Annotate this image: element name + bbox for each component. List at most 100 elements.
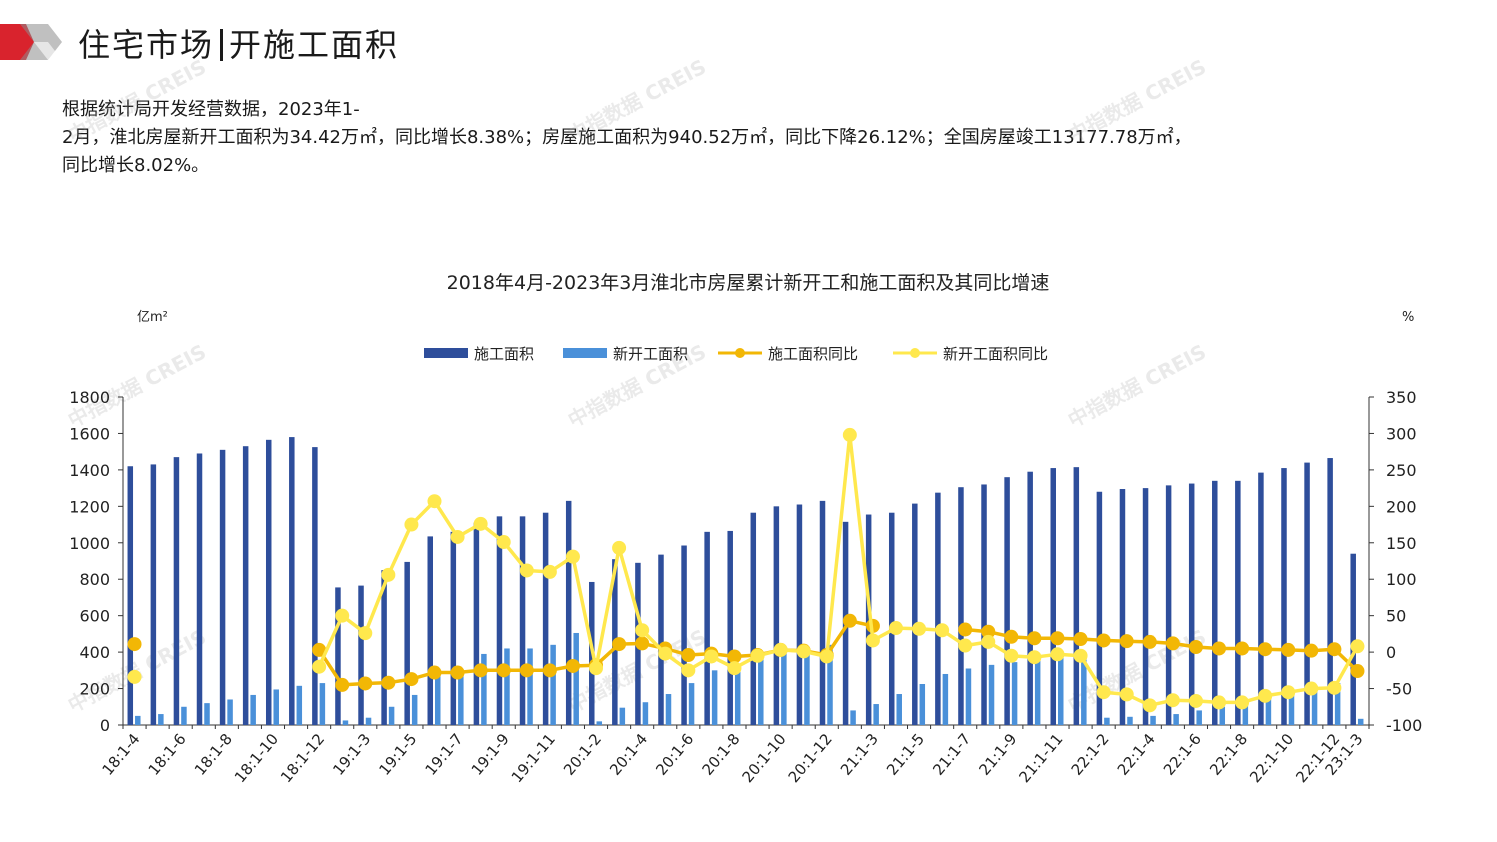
y-left-tick-label: 1400 <box>69 461 110 480</box>
y-left-tick-label: 1600 <box>69 424 110 443</box>
bar-construction <box>1073 467 1080 725</box>
bar-new-start <box>1219 706 1226 725</box>
construction-yoy-point <box>1165 636 1180 651</box>
bar-new-start <box>1357 718 1364 725</box>
bar-new-start <box>1081 653 1087 725</box>
bar-construction <box>727 530 733 725</box>
bar-new-start <box>873 704 879 725</box>
bar-construction <box>450 531 457 725</box>
construction-yoy-point <box>312 642 327 657</box>
construction-yoy-point <box>496 663 511 678</box>
bar-new-start <box>319 683 326 725</box>
bar-construction <box>219 449 226 725</box>
bar-new-start <box>1288 689 1295 725</box>
new-start-yoy-point <box>819 649 834 664</box>
bar-new-start <box>827 644 833 725</box>
construction-yoy-point <box>1304 643 1319 658</box>
legend-swatch-0 <box>424 348 468 358</box>
bar-new-start <box>550 644 556 725</box>
construction-yoy-point <box>1119 634 1134 649</box>
new-start-yoy-point <box>1050 647 1065 662</box>
page-title: 住宅市场 开施工面积 <box>78 20 399 66</box>
bar-construction <box>888 512 895 725</box>
brand-logo-icon <box>0 24 62 60</box>
bar-construction <box>1142 488 1149 725</box>
bar-construction <box>658 554 664 725</box>
y-right-tick-label: -50 <box>1386 680 1412 699</box>
new-start-yoy-point <box>589 661 604 676</box>
bar-construction <box>1327 458 1333 725</box>
bar-construction <box>1304 462 1310 725</box>
y-left-tick-label: 600 <box>79 607 110 626</box>
bar-construction <box>981 484 987 725</box>
new-start-yoy-point <box>1119 687 1134 702</box>
x-tick-label: 22:1-6 <box>1160 730 1205 779</box>
x-tick-label: 19:1-11 <box>508 730 559 786</box>
bar-construction <box>335 587 341 725</box>
construction-yoy-point <box>473 663 488 678</box>
new-start-yoy-point <box>704 649 719 664</box>
y-right-tick-label: 50 <box>1386 607 1406 626</box>
bar-construction <box>150 464 157 725</box>
y-right-tick-label: 150 <box>1386 534 1417 553</box>
new-start-yoy-point <box>565 549 580 564</box>
new-start-yoy-point <box>519 563 534 578</box>
x-tick-label: 20:1-2 <box>560 730 605 779</box>
bar-construction <box>265 439 272 725</box>
x-tick-label: 21:1-5 <box>883 730 928 779</box>
construction-yoy-point <box>612 637 627 652</box>
bar-new-start <box>1104 717 1110 725</box>
new-start-yoy-point <box>1235 695 1250 710</box>
construction-yoy-point <box>335 677 350 692</box>
new-start-yoy-point <box>842 427 857 442</box>
x-tick-label: 19:1-7 <box>422 730 467 779</box>
legend-label-3: 新开工面积同比 <box>943 345 1048 363</box>
y-left-tick-label: 400 <box>79 643 110 662</box>
new-start-yoy-point <box>1004 648 1019 663</box>
y-left-tick-label: 1200 <box>69 497 110 516</box>
x-tick-label: 20:1-8 <box>698 730 743 779</box>
x-tick-label: 22:1-8 <box>1206 730 1251 779</box>
new-start-yoy-point <box>1350 639 1365 654</box>
bar-new-start <box>1311 685 1318 725</box>
new-start-yoy-point <box>381 567 396 582</box>
y-right-tick-label: -100 <box>1386 716 1422 735</box>
chart-title: 2018年4月-2023年3月淮北市房屋累计新开工和施工面积及其同比增速 <box>447 272 1050 294</box>
summary-text: 根据统计局开发经营数据，2023年1- 2月，淮北房屋新开工面积为34.42万㎡… <box>62 96 1462 180</box>
new-start-yoy-point <box>727 661 742 676</box>
bar-new-start <box>435 675 441 725</box>
construction-yoy-point <box>565 658 580 673</box>
bar-construction <box>127 466 134 725</box>
x-tick-label: 18:1-10 <box>231 730 282 786</box>
bar-construction <box>173 457 180 725</box>
y-right-tick-label: 300 <box>1386 424 1417 443</box>
new-start-yoy-point <box>1027 650 1042 665</box>
y-left-tick-label: 800 <box>79 570 110 589</box>
new-start-yoy-line <box>317 433 1360 708</box>
new-start-yoy-point <box>773 642 788 657</box>
x-tick-label: 21:1-3 <box>837 730 882 779</box>
bar-new-start <box>642 702 649 725</box>
bar-new-start <box>504 648 510 725</box>
bar-new-start <box>1334 683 1341 725</box>
bar-new-start <box>804 648 810 725</box>
bar-construction <box>1004 477 1010 725</box>
bar-construction <box>519 516 526 725</box>
construction-yoy-point <box>981 624 996 639</box>
bar-construction <box>404 561 410 725</box>
legend-label-2: 施工面积同比 <box>768 345 858 363</box>
x-tick-label: 20:1-10 <box>738 730 789 786</box>
bar-new-start <box>896 694 902 725</box>
construction-yoy-point <box>1004 629 1019 644</box>
new-start-yoy-point <box>658 646 673 661</box>
bar-construction <box>1119 489 1126 725</box>
bar-construction <box>242 446 249 725</box>
bar-new-start <box>365 717 372 725</box>
new-start-yoy-point <box>1304 681 1319 696</box>
new-start-yoy-point <box>796 644 811 659</box>
bar-construction <box>912 503 918 725</box>
new-start-yoy-point <box>1327 680 1342 695</box>
bar-construction <box>358 585 364 725</box>
bar-construction <box>196 453 203 725</box>
construction-yoy-point <box>958 622 973 637</box>
